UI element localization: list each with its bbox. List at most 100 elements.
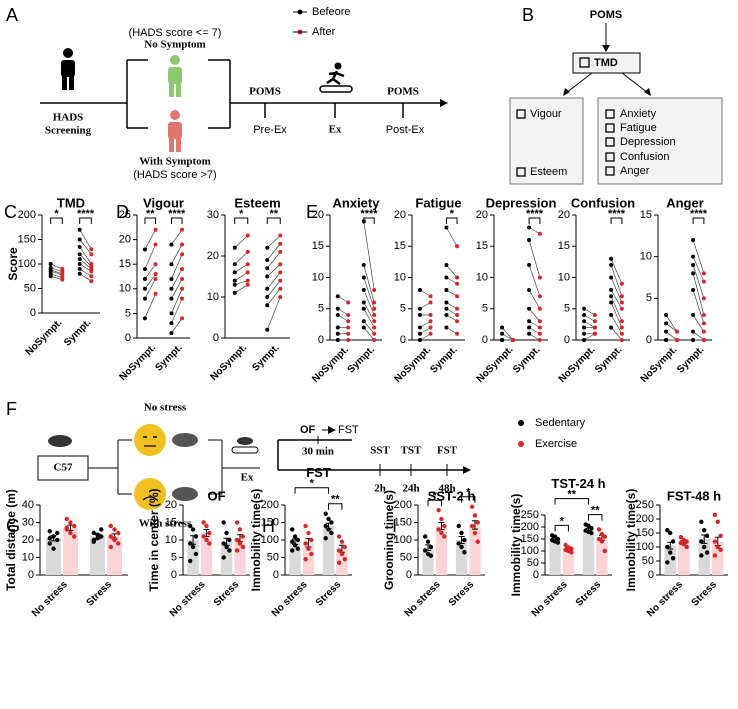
data-point — [295, 546, 301, 551]
before-point — [527, 288, 532, 292]
y-tick-label: 20 — [476, 209, 488, 221]
bar — [63, 527, 78, 575]
y-tick-label: 150 — [521, 533, 539, 545]
data-point — [678, 535, 684, 540]
pair-line — [144, 263, 156, 280]
y-tick-label: 0 — [648, 569, 654, 581]
significance-bracket — [692, 217, 705, 224]
pair-line — [234, 284, 248, 294]
data-point — [309, 551, 314, 557]
chart-title: SST-2 h — [428, 488, 476, 503]
after-point — [180, 286, 185, 291]
data-point — [55, 537, 60, 543]
before-point — [169, 331, 174, 336]
before-point — [48, 262, 53, 266]
significance-bracket — [79, 217, 92, 224]
panel-label: B — [522, 5, 534, 25]
data-point — [221, 541, 226, 546]
person-icon — [61, 60, 75, 77]
x-tick-label: Stress — [314, 579, 344, 609]
bar — [549, 539, 561, 575]
bar — [322, 526, 335, 575]
y-tick-label: 150 — [394, 516, 412, 528]
x-tick-label: NoSympt. — [208, 342, 249, 383]
legend-label: Sedentary — [535, 417, 586, 429]
data-point — [190, 527, 196, 532]
after-point — [428, 319, 433, 324]
significance-bracket — [328, 503, 343, 510]
pair-line — [171, 244, 183, 265]
data-point — [323, 511, 328, 516]
before-point — [691, 338, 696, 342]
before-point — [609, 275, 614, 280]
data-point — [290, 527, 295, 532]
after-point — [619, 281, 624, 286]
before-point — [582, 306, 587, 311]
significance-bracket — [588, 514, 603, 521]
after-point — [89, 274, 94, 279]
data-point — [91, 537, 96, 543]
after-point — [455, 244, 460, 249]
mouse-icon — [237, 437, 253, 445]
runner-icon — [326, 70, 345, 86]
label: Ex — [241, 472, 254, 484]
after-point — [278, 295, 283, 299]
after-point — [180, 276, 185, 281]
before-point — [664, 313, 669, 317]
y-tick-label: 200 — [261, 499, 279, 511]
after-point — [619, 294, 624, 299]
y-tick-label: 100 — [18, 258, 36, 270]
y-tick-label: 5 — [171, 551, 177, 563]
before-point — [691, 238, 696, 242]
y-tick-label: 10 — [312, 271, 324, 283]
person-icon — [176, 83, 181, 97]
significance-label: **** — [526, 208, 544, 220]
after-point — [180, 296, 185, 301]
pair-line — [665, 314, 678, 332]
y-tick-label: 0 — [171, 569, 177, 581]
checkbox — [516, 167, 526, 177]
before-point — [417, 313, 422, 317]
significance-bracket — [294, 487, 330, 494]
before-point — [691, 288, 696, 292]
data-point — [589, 526, 594, 531]
label: 48h — [438, 483, 455, 495]
data-point — [329, 520, 334, 525]
pair-line — [528, 239, 541, 278]
before-point — [664, 329, 669, 334]
bar — [422, 547, 434, 575]
before-point — [169, 286, 174, 291]
data-point — [459, 544, 464, 550]
before-point — [444, 288, 449, 292]
significance-label: * — [560, 515, 565, 527]
chart-title: FST — [306, 465, 331, 480]
y-tick-label: 150 — [261, 516, 279, 528]
before-point — [500, 331, 505, 336]
label: Esteem — [530, 166, 567, 178]
pair-line — [144, 293, 156, 319]
pair-line — [144, 229, 156, 250]
pair-line — [266, 280, 281, 298]
data-point — [234, 520, 240, 525]
y-tick-label: 5 — [318, 303, 324, 315]
chart-title: FST-48 h — [667, 488, 721, 503]
x-tick-label: Stress — [447, 579, 477, 609]
y-tick-label: 50 — [267, 551, 279, 563]
after-point — [278, 233, 283, 238]
label: 30 min — [302, 446, 334, 458]
person-icon — [176, 138, 181, 152]
pair-line — [267, 263, 281, 277]
y-axis-label: Immobility time(s) — [624, 489, 638, 592]
before-point — [444, 313, 449, 317]
pair-line — [528, 289, 541, 309]
label: OF — [300, 424, 316, 436]
after-point — [674, 338, 679, 342]
data-point — [47, 529, 52, 534]
y-tick-label: 100 — [636, 541, 654, 553]
y-tick-label: 10 — [640, 251, 652, 263]
before-point — [265, 245, 270, 250]
data-point — [712, 539, 718, 544]
before-point — [664, 338, 669, 342]
after-point — [372, 300, 377, 305]
